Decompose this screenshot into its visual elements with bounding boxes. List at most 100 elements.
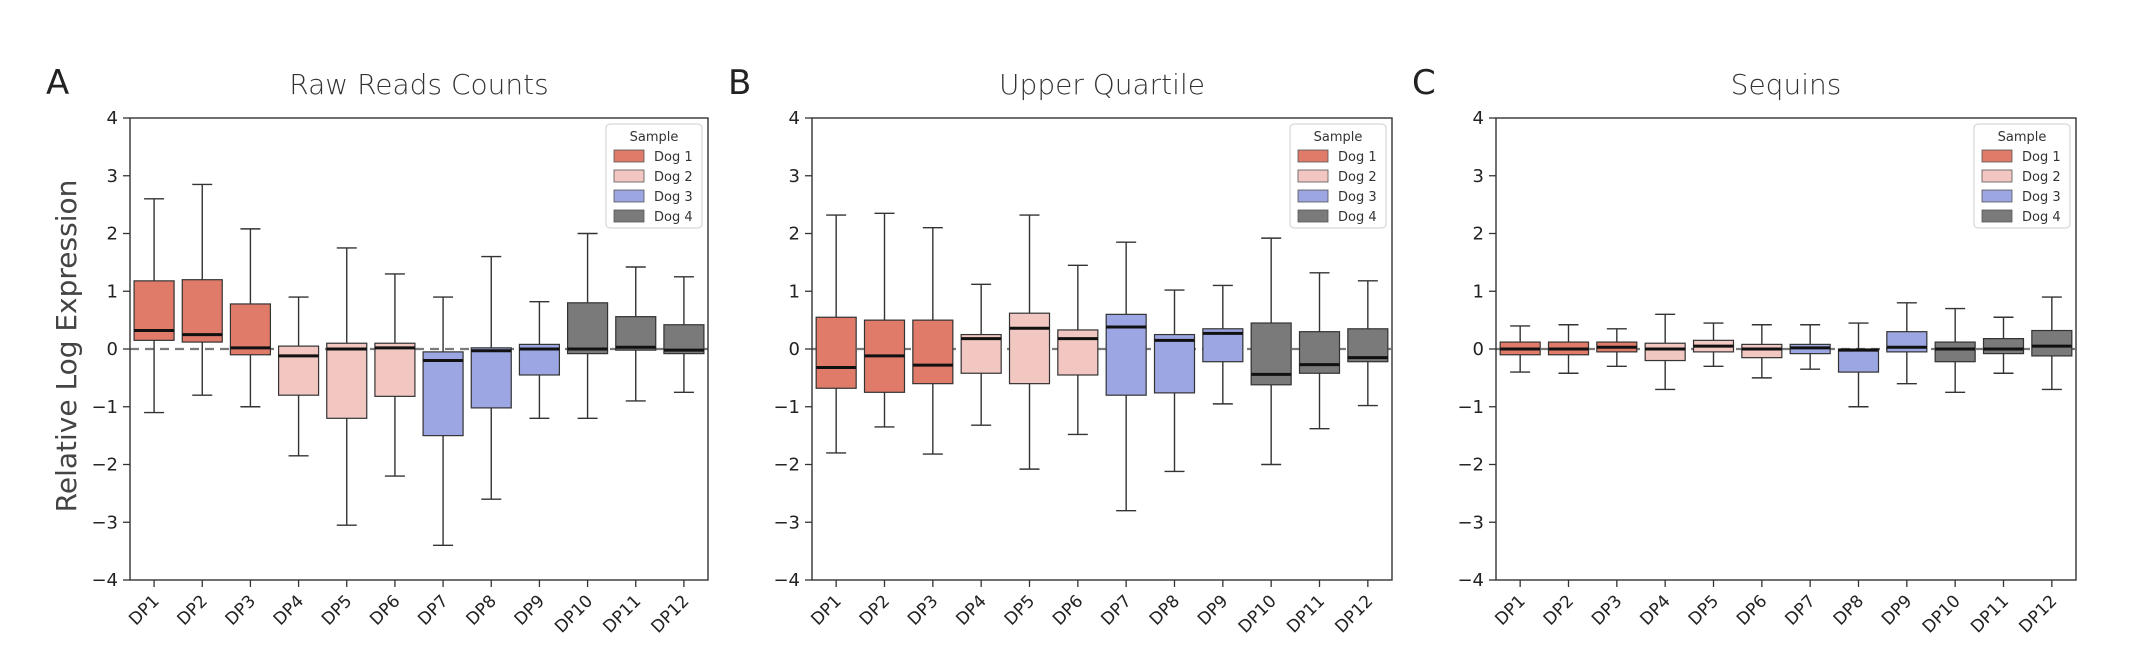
box-dp1 xyxy=(815,214,857,454)
legend-item: Dog 3 xyxy=(613,189,693,205)
x-tick-label: DP7 xyxy=(1097,591,1135,629)
box-iqr xyxy=(326,342,368,419)
box-iqr xyxy=(815,316,857,389)
box-iqr xyxy=(422,351,464,437)
y-tick-label: 3 xyxy=(789,166,800,187)
legend-swatch xyxy=(1297,209,1329,223)
box-iqr xyxy=(1298,331,1341,374)
x-tick-label: DP3 xyxy=(222,591,260,629)
x-tick-label: DP12 xyxy=(648,591,694,637)
box-dp3 xyxy=(229,228,272,408)
legend-swatch xyxy=(1981,209,2013,223)
legend-label: Dog 2 xyxy=(654,170,693,185)
box-dp12 xyxy=(2031,296,2073,391)
legend-label: Dog 3 xyxy=(2022,190,2061,205)
panel-title: Sequins xyxy=(1731,68,1842,101)
x-tick-label: DP10 xyxy=(1919,591,1965,637)
box-iqr xyxy=(960,333,1002,374)
x-tick-label: DP6 xyxy=(366,591,404,629)
x-tick-label: DP9 xyxy=(1878,591,1916,629)
y-tick-label: −2 xyxy=(91,455,118,476)
legend-item: Dog 2 xyxy=(1297,169,1377,185)
box-iqr xyxy=(1057,329,1099,376)
box-iqr xyxy=(1886,331,1928,353)
legend-item: Dog 1 xyxy=(613,149,693,165)
x-tick-label: DP2 xyxy=(173,591,211,629)
y-tick-label: 4 xyxy=(107,108,118,129)
panel-title: Upper Quartile xyxy=(999,68,1205,101)
legend-title: Sample xyxy=(1998,130,2047,145)
box-iqr xyxy=(1644,342,1686,362)
y-tick-label: 3 xyxy=(107,166,118,187)
legend-label: Dog 3 xyxy=(1338,190,1377,205)
panel-letter: C xyxy=(1412,63,1436,103)
box-dp11 xyxy=(615,266,657,402)
box-iqr xyxy=(374,342,416,397)
panel-b: B Upper Quartile 4 3 2 1 0 −1 −2 −3 −4 DP1 DP2 DP3 DP4… xyxy=(728,63,1393,637)
y-tick-label: −2 xyxy=(1457,455,1484,476)
legend-swatch xyxy=(1297,149,1329,163)
legend-swatch xyxy=(613,149,645,163)
y-tick-label: 1 xyxy=(1473,281,1484,302)
y-tick-label: −2 xyxy=(773,455,800,476)
y-tick-label: −3 xyxy=(773,512,800,533)
panel-title: Raw Reads Counts xyxy=(289,68,548,101)
box-dp8 xyxy=(1153,289,1196,473)
legend: Sample Dog 1 Dog 2 Dog 3 Dog 4 xyxy=(1289,123,1387,229)
legend-item: Dog 1 xyxy=(1297,149,1377,165)
box-dp1 xyxy=(1499,325,1541,373)
box-iqr xyxy=(615,316,657,351)
y-tick-label: 3 xyxy=(1473,166,1484,187)
box-iqr xyxy=(1153,333,1196,394)
panels: A Raw Reads Counts 4 3 2 1 0 −1 −2 −3 −4 DP1 DP2 DP3 D… xyxy=(46,63,2077,637)
box-dp7 xyxy=(1789,324,1831,370)
legend: Sample Dog 1 Dog 2 Dog 3 Dog 4 xyxy=(605,123,703,229)
legend-label: Dog 4 xyxy=(2022,210,2061,225)
y-tick-label: −1 xyxy=(1457,397,1484,418)
box-iqr xyxy=(2031,329,2073,357)
box-dp2 xyxy=(1547,324,1590,374)
box-iqr xyxy=(1741,343,1783,359)
legend-swatch xyxy=(1981,169,2013,183)
legend-item: Dog 4 xyxy=(1981,209,2061,225)
y-tick-label: −3 xyxy=(91,512,118,533)
legend-item: Dog 4 xyxy=(613,209,693,225)
y-tick-label: 0 xyxy=(107,339,118,360)
x-tick-label: DP4 xyxy=(952,591,990,629)
box-iqr xyxy=(1008,312,1051,385)
legend-item: Dog 2 xyxy=(613,169,693,185)
x-tick-label: DP8 xyxy=(1830,591,1868,629)
box-iqr xyxy=(277,345,320,396)
box-dp4 xyxy=(277,296,320,457)
x-tick-label: DP8 xyxy=(1146,591,1184,629)
box-dp1 xyxy=(133,198,175,414)
y-tick-label: 4 xyxy=(1473,108,1484,129)
legend-label: Dog 3 xyxy=(654,190,693,205)
box-dp10 xyxy=(1250,237,1292,466)
box-dp8 xyxy=(470,255,512,500)
box-dp6 xyxy=(1741,324,1783,379)
legend-label: Dog 1 xyxy=(1338,150,1377,165)
box-dp6 xyxy=(374,273,416,477)
legend-swatch xyxy=(1981,149,2013,163)
y-tick-label: 1 xyxy=(107,281,118,302)
box-dp6 xyxy=(1057,264,1099,436)
panel-a: A Raw Reads Counts 4 3 2 1 0 −1 −2 −3 −4 DP1 DP2 DP3 D… xyxy=(46,63,709,637)
box-dp9 xyxy=(1202,284,1244,405)
legend-swatch xyxy=(1297,169,1329,183)
y-tick-label: −3 xyxy=(1457,512,1484,533)
x-tick-label: DP11 xyxy=(1967,591,2013,637)
y-tick-label: 2 xyxy=(789,224,800,245)
legend-label: Dog 4 xyxy=(1338,210,1377,225)
box-dp5 xyxy=(1008,214,1051,470)
box-dp7 xyxy=(422,296,464,547)
box-dp10 xyxy=(566,232,609,419)
legend-item: Dog 4 xyxy=(1297,209,1377,225)
x-tick-label: DP7 xyxy=(414,591,452,629)
legend-label: Dog 1 xyxy=(2022,150,2061,165)
x-tick-label: DP3 xyxy=(904,591,942,629)
box-dp11 xyxy=(1982,316,2025,374)
panel-letter: B xyxy=(728,63,751,103)
x-tick-label: DP6 xyxy=(1733,591,1771,629)
x-tick-label: DP8 xyxy=(462,591,500,629)
